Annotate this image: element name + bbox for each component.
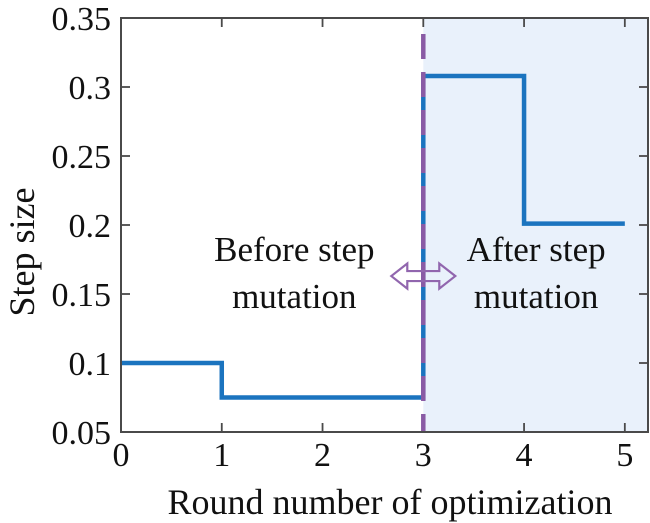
y-tick-label: 0.3 [69,70,112,107]
double-arrow-icon [389,261,458,291]
y-tick-label: 0.1 [69,346,112,383]
y-tick-label: 0.05 [52,415,112,452]
y-tick-label: 0.15 [52,277,112,314]
x-tick-label: 0 [113,437,130,474]
y-tick-label: 0.25 [52,139,112,176]
axes-box [120,17,649,433]
x-tick-label: 4 [516,437,533,474]
after-mutation-label-line2: mutation [473,277,599,317]
tick-labels: 0 1 2 3 4 5 0.05 0.1 0.15 0.2 0.25 0.3 0.35 [52,1,634,474]
y-axis-label: Step size [2,187,42,317]
x-tick-label: 1 [213,437,230,474]
y-tick-label: 0.35 [52,1,112,38]
after-mutation-label-line1: After step [466,230,606,270]
x-axis-label: Round number of optimization [167,482,613,522]
before-mutation-label: Before step mutation [214,226,374,320]
before-mutation-label-line1: Before step [214,230,375,270]
after-mutation-label: After step mutation [467,226,606,320]
before-mutation-label-line2: mutation [232,277,357,317]
x-tick-label: 2 [314,437,331,474]
y-tick-label: 0.2 [69,208,112,245]
x-tick-label: 3 [415,437,432,474]
x-tick-label: 5 [616,437,633,474]
